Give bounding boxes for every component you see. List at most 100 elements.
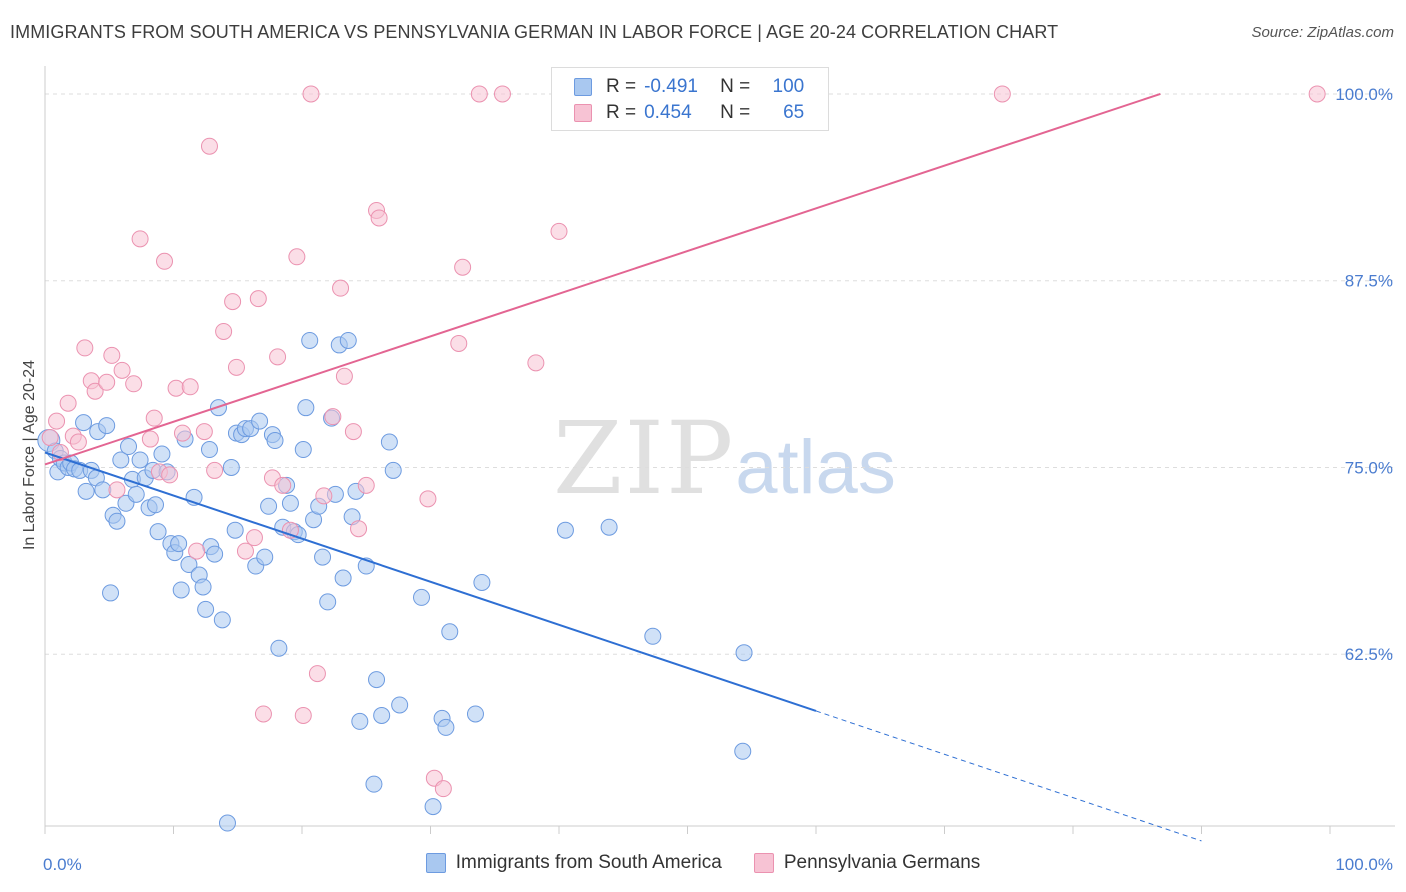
data-point-south-america[interactable]	[600, 518, 618, 536]
data-point-pennsylvania-germans[interactable]	[993, 85, 1011, 103]
data-point-south-america[interactable]	[380, 433, 398, 451]
data-point-south-america[interactable]	[94, 481, 112, 499]
data-point-south-america[interactable]	[98, 417, 116, 435]
data-point-pennsylvania-germans[interactable]	[103, 346, 121, 364]
data-point-south-america[interactable]	[373, 706, 391, 724]
legend-item-pennsylvania-germans[interactable]: Pennsylvania Germans	[753, 852, 980, 874]
data-point-pennsylvania-germans[interactable]	[167, 379, 185, 397]
data-point-pennsylvania-germans[interactable]	[41, 429, 59, 447]
data-point-south-america[interactable]	[473, 573, 491, 591]
data-point-pennsylvania-germans[interactable]	[98, 373, 116, 391]
data-point-south-america[interactable]	[413, 588, 431, 606]
data-point-pennsylvania-germans[interactable]	[195, 423, 213, 441]
data-point-south-america[interactable]	[301, 331, 319, 349]
data-point-pennsylvania-germans[interactable]	[274, 476, 292, 494]
data-point-south-america[interactable]	[194, 578, 212, 596]
data-point-pennsylvania-germans[interactable]	[294, 706, 312, 724]
data-point-pennsylvania-germans[interactable]	[254, 705, 272, 723]
data-point-pennsylvania-germans[interactable]	[1308, 85, 1326, 103]
data-point-south-america[interactable]	[172, 581, 190, 599]
data-point-pennsylvania-germans[interactable]	[224, 293, 242, 311]
data-point-pennsylvania-germans[interactable]	[288, 248, 306, 266]
data-point-pennsylvania-germans[interactable]	[332, 279, 350, 297]
data-point-south-america[interactable]	[127, 485, 145, 503]
data-point-south-america[interactable]	[391, 696, 409, 714]
data-point-pennsylvania-germans[interactable]	[302, 85, 320, 103]
data-point-south-america[interactable]	[102, 584, 120, 602]
data-point-south-america[interactable]	[197, 600, 215, 618]
data-point-pennsylvania-germans[interactable]	[454, 258, 472, 276]
data-point-pennsylvania-germans[interactable]	[324, 408, 342, 426]
data-point-pennsylvania-germans[interactable]	[59, 394, 77, 412]
data-point-pennsylvania-germans[interactable]	[470, 85, 488, 103]
data-point-south-america[interactable]	[735, 644, 753, 662]
data-point-south-america[interactable]	[77, 482, 95, 500]
data-point-pennsylvania-germans[interactable]	[344, 423, 362, 441]
data-point-south-america[interactable]	[351, 712, 369, 730]
data-point-south-america[interactable]	[170, 535, 188, 553]
data-point-pennsylvania-germans[interactable]	[76, 339, 94, 357]
data-point-south-america[interactable]	[297, 399, 315, 417]
data-point-south-america[interactable]	[112, 451, 130, 469]
data-point-south-america[interactable]	[424, 798, 442, 816]
data-point-pennsylvania-germans[interactable]	[161, 466, 179, 484]
data-point-pennsylvania-germans[interactable]	[493, 85, 511, 103]
data-point-pennsylvania-germans[interactable]	[357, 476, 375, 494]
data-point-south-america[interactable]	[266, 432, 284, 450]
data-point-south-america[interactable]	[365, 775, 383, 793]
data-point-south-america[interactable]	[226, 521, 244, 539]
data-point-south-america[interactable]	[260, 497, 278, 515]
data-point-pennsylvania-germans[interactable]	[227, 358, 245, 376]
data-point-pennsylvania-germans[interactable]	[108, 481, 126, 499]
data-point-south-america[interactable]	[384, 461, 402, 479]
data-point-pennsylvania-germans[interactable]	[236, 542, 254, 560]
data-point-south-america[interactable]	[147, 496, 165, 514]
data-point-south-america[interactable]	[270, 639, 288, 657]
data-point-south-america[interactable]	[108, 512, 126, 530]
data-point-south-america[interactable]	[319, 593, 337, 611]
legend-item-south-america[interactable]: Immigrants from South America	[425, 852, 722, 874]
data-point-south-america[interactable]	[222, 458, 240, 476]
data-point-pennsylvania-germans[interactable]	[434, 780, 452, 798]
data-point-south-america[interactable]	[153, 445, 171, 463]
data-point-pennsylvania-germans[interactable]	[200, 137, 218, 155]
data-point-south-america[interactable]	[368, 671, 386, 689]
data-point-pennsylvania-germans[interactable]	[141, 430, 159, 448]
data-point-pennsylvania-germans[interactable]	[156, 252, 174, 270]
data-point-south-america[interactable]	[75, 414, 93, 432]
data-point-south-america[interactable]	[734, 742, 752, 760]
data-point-pennsylvania-germans[interactable]	[145, 409, 163, 427]
data-point-pennsylvania-germans[interactable]	[419, 490, 437, 508]
data-point-pennsylvania-germans[interactable]	[215, 322, 233, 340]
data-point-south-america[interactable]	[294, 441, 312, 459]
data-point-pennsylvania-germans[interactable]	[249, 290, 267, 308]
data-point-pennsylvania-germans[interactable]	[527, 354, 545, 372]
data-point-south-america[interactable]	[466, 705, 484, 723]
data-point-south-america[interactable]	[339, 331, 357, 349]
data-point-pennsylvania-germans[interactable]	[113, 361, 131, 379]
data-point-pennsylvania-germans[interactable]	[315, 487, 333, 505]
data-point-south-america[interactable]	[314, 548, 332, 566]
data-point-pennsylvania-germans[interactable]	[550, 222, 568, 240]
data-point-south-america[interactable]	[334, 569, 352, 587]
data-point-south-america[interactable]	[437, 718, 455, 736]
data-point-pennsylvania-germans[interactable]	[335, 367, 353, 385]
data-point-south-america[interactable]	[644, 627, 662, 645]
data-point-south-america[interactable]	[200, 441, 218, 459]
data-point-south-america[interactable]	[213, 611, 231, 629]
data-point-pennsylvania-germans[interactable]	[206, 461, 224, 479]
data-point-pennsylvania-germans[interactable]	[245, 529, 263, 547]
data-point-pennsylvania-germans[interactable]	[48, 412, 66, 430]
data-point-pennsylvania-germans[interactable]	[181, 378, 199, 396]
data-point-pennsylvania-germans[interactable]	[370, 209, 388, 227]
data-point-pennsylvania-germans[interactable]	[125, 375, 143, 393]
data-point-south-america[interactable]	[556, 521, 574, 539]
data-point-pennsylvania-germans[interactable]	[188, 542, 206, 560]
data-point-south-america[interactable]	[256, 548, 274, 566]
data-point-pennsylvania-germans[interactable]	[269, 348, 287, 366]
data-point-south-america[interactable]	[441, 623, 459, 641]
data-point-south-america[interactable]	[131, 451, 149, 469]
data-point-pennsylvania-germans[interactable]	[308, 665, 326, 683]
data-point-south-america[interactable]	[218, 814, 236, 832]
data-point-south-america[interactable]	[120, 438, 138, 456]
